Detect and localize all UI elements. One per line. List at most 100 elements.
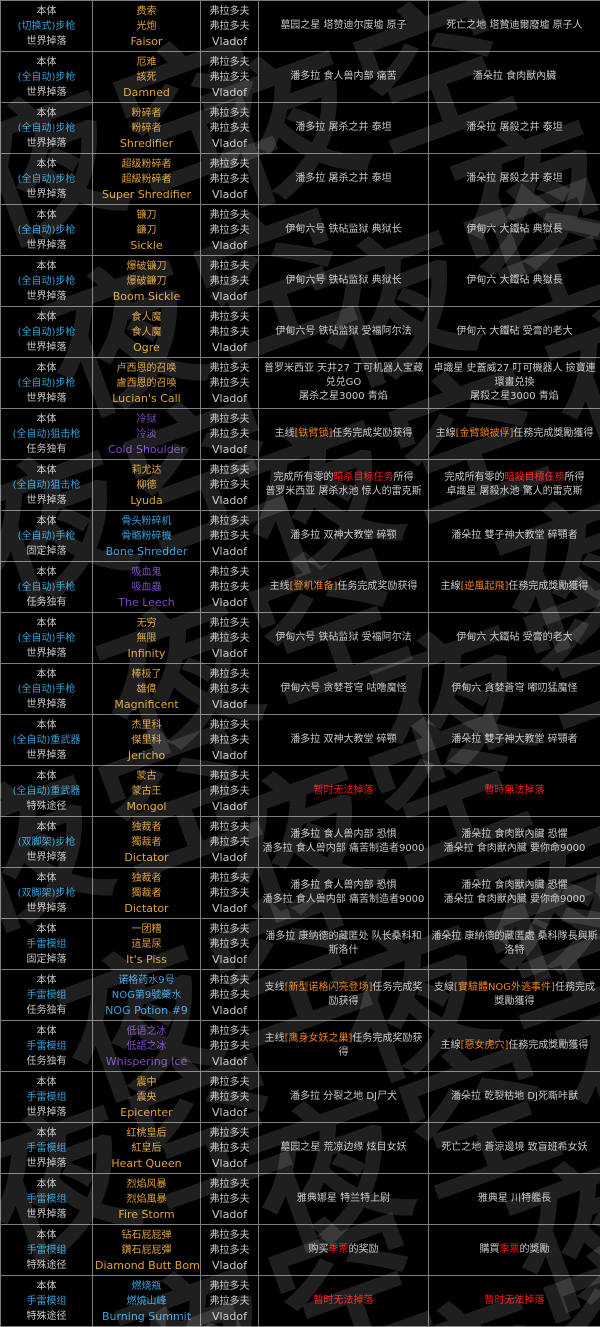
table-row: 本体 (全自动)狙击枪 世界掉落 莉尤达 柳德 Lyuda 弗拉多夫 弗拉多夫 Vladof 完成… (0, 459, 600, 511)
manufacturer-cell: 弗拉多夫 弗拉多夫 Vladof (200, 0, 259, 52)
manufacturer-cell: 弗拉多夫 弗拉多夫 Vladof (200, 306, 259, 358)
manufacturer-cell: 弗拉多夫 弗拉多夫 Vladof (200, 867, 259, 919)
weapon-name-cn: 厄难 (136, 56, 157, 68)
item-info-cell: 本体 手雷模组 固定掉落 (0, 918, 93, 970)
drop-type-label: 特殊途径 (26, 1310, 67, 1322)
table-row: 本体 (全自动)手枪 世界掉落 无穷 無限 Infinity 弗拉多夫 弗拉多夫 Vladof 伊… (0, 612, 600, 664)
drop-source-text: 伊甸六 大鐵砧 受膏的老大 (456, 632, 573, 643)
manufacturer-cn: 弗拉多夫 (209, 1127, 250, 1139)
weapon-name-cn: 吸血鬼 (131, 566, 162, 578)
drop-type-label: 世界掉落 (26, 1208, 67, 1220)
manufacturer-cn: 弗拉多夫 (209, 1280, 250, 1292)
drop-source-tw-cell: 完成所有零的暗殺目標任務所得 卓識星 屠殺水池 驚人的雷克斯 (428, 459, 600, 511)
manufacturer-cell: 弗拉多夫 弗拉多夫 Vladof (200, 612, 259, 664)
weapon-type-label: (全自动)手枪 (17, 632, 76, 644)
drop-source-text: 任务完成奖励获得 (328, 982, 423, 1007)
drop-source-tw-cell: 卓識星 史蓋威27 叮可機器人 撿寶連環畫兑換 屠殺之星3000 青焰 (428, 357, 600, 409)
item-info-cell: 本体 (全自动)步枪 世界掉落 (0, 357, 93, 409)
drop-source-tw-cell: 伊甸六 貪婪蒼穹 嘟叨猛魔怪 (428, 663, 600, 715)
item-kind-label: 本体 (36, 311, 57, 323)
weapon-type-label: 手雷模组 (26, 989, 67, 1001)
manufacturer-cn: 弗拉多夫 (209, 122, 250, 134)
weapon-name-en: Infinity (127, 646, 166, 660)
manufacturer-en: Vladof (212, 544, 247, 558)
item-name-cell: 诺格药水9号 NOG第9號藥水 NOG Potion #9 (92, 969, 201, 1021)
item-name-cell: 莉尤达 柳德 Lyuda (92, 459, 201, 511)
drop-type-label: 世界掉落 (26, 35, 67, 47)
drop-source-tw-cell: 伊甸六 大鐵砧 受膏的老大 (428, 612, 600, 664)
drop-source-tw-cell: 雅典星 川特艦長 (428, 1173, 600, 1225)
manufacturer-en: Vladof (212, 1156, 247, 1170)
drop-source-text: 任务完成奖励获得 (332, 428, 413, 439)
drop-source-tw-cell: 死亡之地 塔贊迪爾廢墟 原子人 (428, 0, 600, 52)
drop-source-tw-cell: 潘朵拉 屠殺之井 泰坦 (428, 153, 600, 205)
manufacturer-cn: 弗拉多夫 (209, 974, 250, 986)
drop-source-line: 暂时无法掉落 (431, 1294, 598, 1308)
weapon-name-cn: 棒极了 (131, 668, 162, 680)
drop-source-cn-cell: 潘多拉 屠杀之井 泰坦 (258, 153, 429, 205)
item-name-cell: 烈焰风暴 烈焰風暴 Fire Storm (92, 1173, 201, 1225)
manufacturer-en: Vladof (212, 493, 247, 507)
item-info-cell: 本体 (全自动)步枪 世界掉落 (0, 255, 93, 307)
item-kind-label: 本体 (36, 872, 57, 884)
drop-type-label: 世界掉落 (26, 137, 67, 149)
weapon-name-en: Faisor (130, 34, 163, 48)
manufacturer-cell: 弗拉多夫 弗拉多夫 Vladof (200, 510, 259, 562)
item-kind-label: 本体 (36, 923, 57, 935)
drop-source-line: 潘朵拉 康納德的藏匿處 桑科隊長與斯洛特 (431, 930, 598, 958)
item-info-cell: 本体 手雷模组 特殊途径 (0, 1275, 93, 1327)
manufacturer-en: Vladof (212, 952, 247, 966)
drop-type-label: 任务独有 (26, 1055, 67, 1067)
manufacturer-cn: 弗拉多夫 (209, 5, 250, 17)
weapon-name-en: Shredifier (119, 136, 174, 150)
item-kind-label: 本体 (36, 1127, 57, 1139)
manufacturer-cn: 弗拉多夫 (209, 20, 250, 32)
manufacturer-cn: 弗拉多夫 (209, 515, 250, 527)
drop-source-line: 購買季票的獎勵 (431, 1243, 598, 1257)
item-kind-label: 本体 (36, 719, 57, 731)
drop-source-line: 暂时无法掉落 (261, 1294, 426, 1308)
drop-source-text: 主线 (264, 1033, 285, 1044)
item-name-cell: 棒极了 雄偉 Magnificent (92, 663, 201, 715)
drop-source-line: 潘朵拉 雙子神大教堂 碎顎者 (431, 733, 598, 747)
drop-source-text: 伊甸六 大鐵砧 典獄長 (466, 224, 563, 235)
item-info-cell: 本体 (切换式)步枪 世界掉落 (0, 0, 93, 52)
weapon-name-tw: 這是尿 (131, 938, 162, 950)
weapon-name-cn: 冷狱 (136, 413, 157, 425)
drop-source-text: 季票 (328, 1244, 349, 1255)
drop-source-line: 主線[金臂鎖被俘]任務完成獎勵獲得 (431, 427, 598, 441)
weapon-name-tw: 光炮 (136, 20, 157, 32)
drop-type-label: 特殊途径 (26, 800, 67, 812)
drop-source-text: 季票 (499, 1244, 520, 1255)
drop-type-label: 世界掉落 (26, 290, 67, 302)
manufacturer-cn: 弗拉多夫 (209, 464, 250, 476)
manufacturer-cell: 弗拉多夫 弗拉多夫 Vladof (200, 255, 259, 307)
manufacturer-cn: 弗拉多夫 (209, 887, 250, 899)
drop-source-line: 潘多拉 双神大教堂 碎颚 (261, 733, 426, 747)
weapon-name-tw: NOG第9號藥水 (111, 989, 182, 1001)
drop-source-line: 潘朵拉 食肉獸內臟 要你命9000 (431, 842, 598, 856)
item-kind-label: 本体 (36, 617, 57, 629)
drop-source-cn-cell: 潘多拉 食人兽内部 恐惧 潘多拉 食人兽内部 痛苦制造者9000 (258, 816, 429, 868)
drop-source-text: 潘朵拉 康納德的藏匿處 桑科隊長與斯洛特 (431, 931, 598, 956)
table-row: 本体 (全自动)手枪 世界掉落 棒极了 雄偉 Magnificent 弗拉多夫 弗拉多夫 Vla… (0, 663, 600, 715)
table-row: 本体 (全自动)步枪 世界掉落 镰刀 鐮刀 Sickle 弗拉多夫 弗拉多夫 Vladof 伊甸六… (0, 204, 600, 256)
drop-source-tw-cell: 潘朵拉 康納德的藏匿處 桑科隊長與斯洛特 (428, 918, 600, 970)
drop-source-text: 潘朵拉 乾裂枯地 DJ死嘶咔獸 (450, 1091, 578, 1102)
manufacturer-cell: 弗拉多夫 弗拉多夫 Vladof (200, 561, 259, 613)
item-kind-label: 本体 (36, 566, 57, 578)
drop-source-text: 潘朵拉 食肉獸內臟 要你命9000 (443, 894, 586, 905)
drop-source-text: 潘朵拉 食肉獸內臟 (472, 71, 557, 82)
manufacturer-cell: 弗拉多夫 弗拉多夫 Vladof (200, 714, 259, 766)
drop-type-label: 世界掉落 (26, 851, 67, 863)
table-row: 本体 (全自动)步枪 世界掉落 食人魔 食人魔 Ogre 弗拉多夫 弗拉多夫 Vladof 伊甸六… (0, 306, 600, 358)
drop-source-tw-cell: 潘朵拉 雙子神大教堂 碎顎者 (428, 510, 600, 562)
drop-source-cn-cell: 潘多拉 双神大教堂 碎颚 (258, 714, 429, 766)
manufacturer-en: Vladof (212, 697, 247, 711)
weapon-type-label: 手雷模组 (26, 1142, 67, 1154)
manufacturer-cn: 弗拉多夫 (209, 224, 250, 236)
manufacturer-cn: 弗拉多夫 (209, 1193, 250, 1205)
drop-source-cn-cell: 墓园之星 塔赞迪尔废墟 原子 (258, 0, 429, 52)
manufacturer-cell: 弗拉多夫 弗拉多夫 Vladof (200, 153, 259, 205)
item-kind-label: 本体 (36, 260, 57, 272)
